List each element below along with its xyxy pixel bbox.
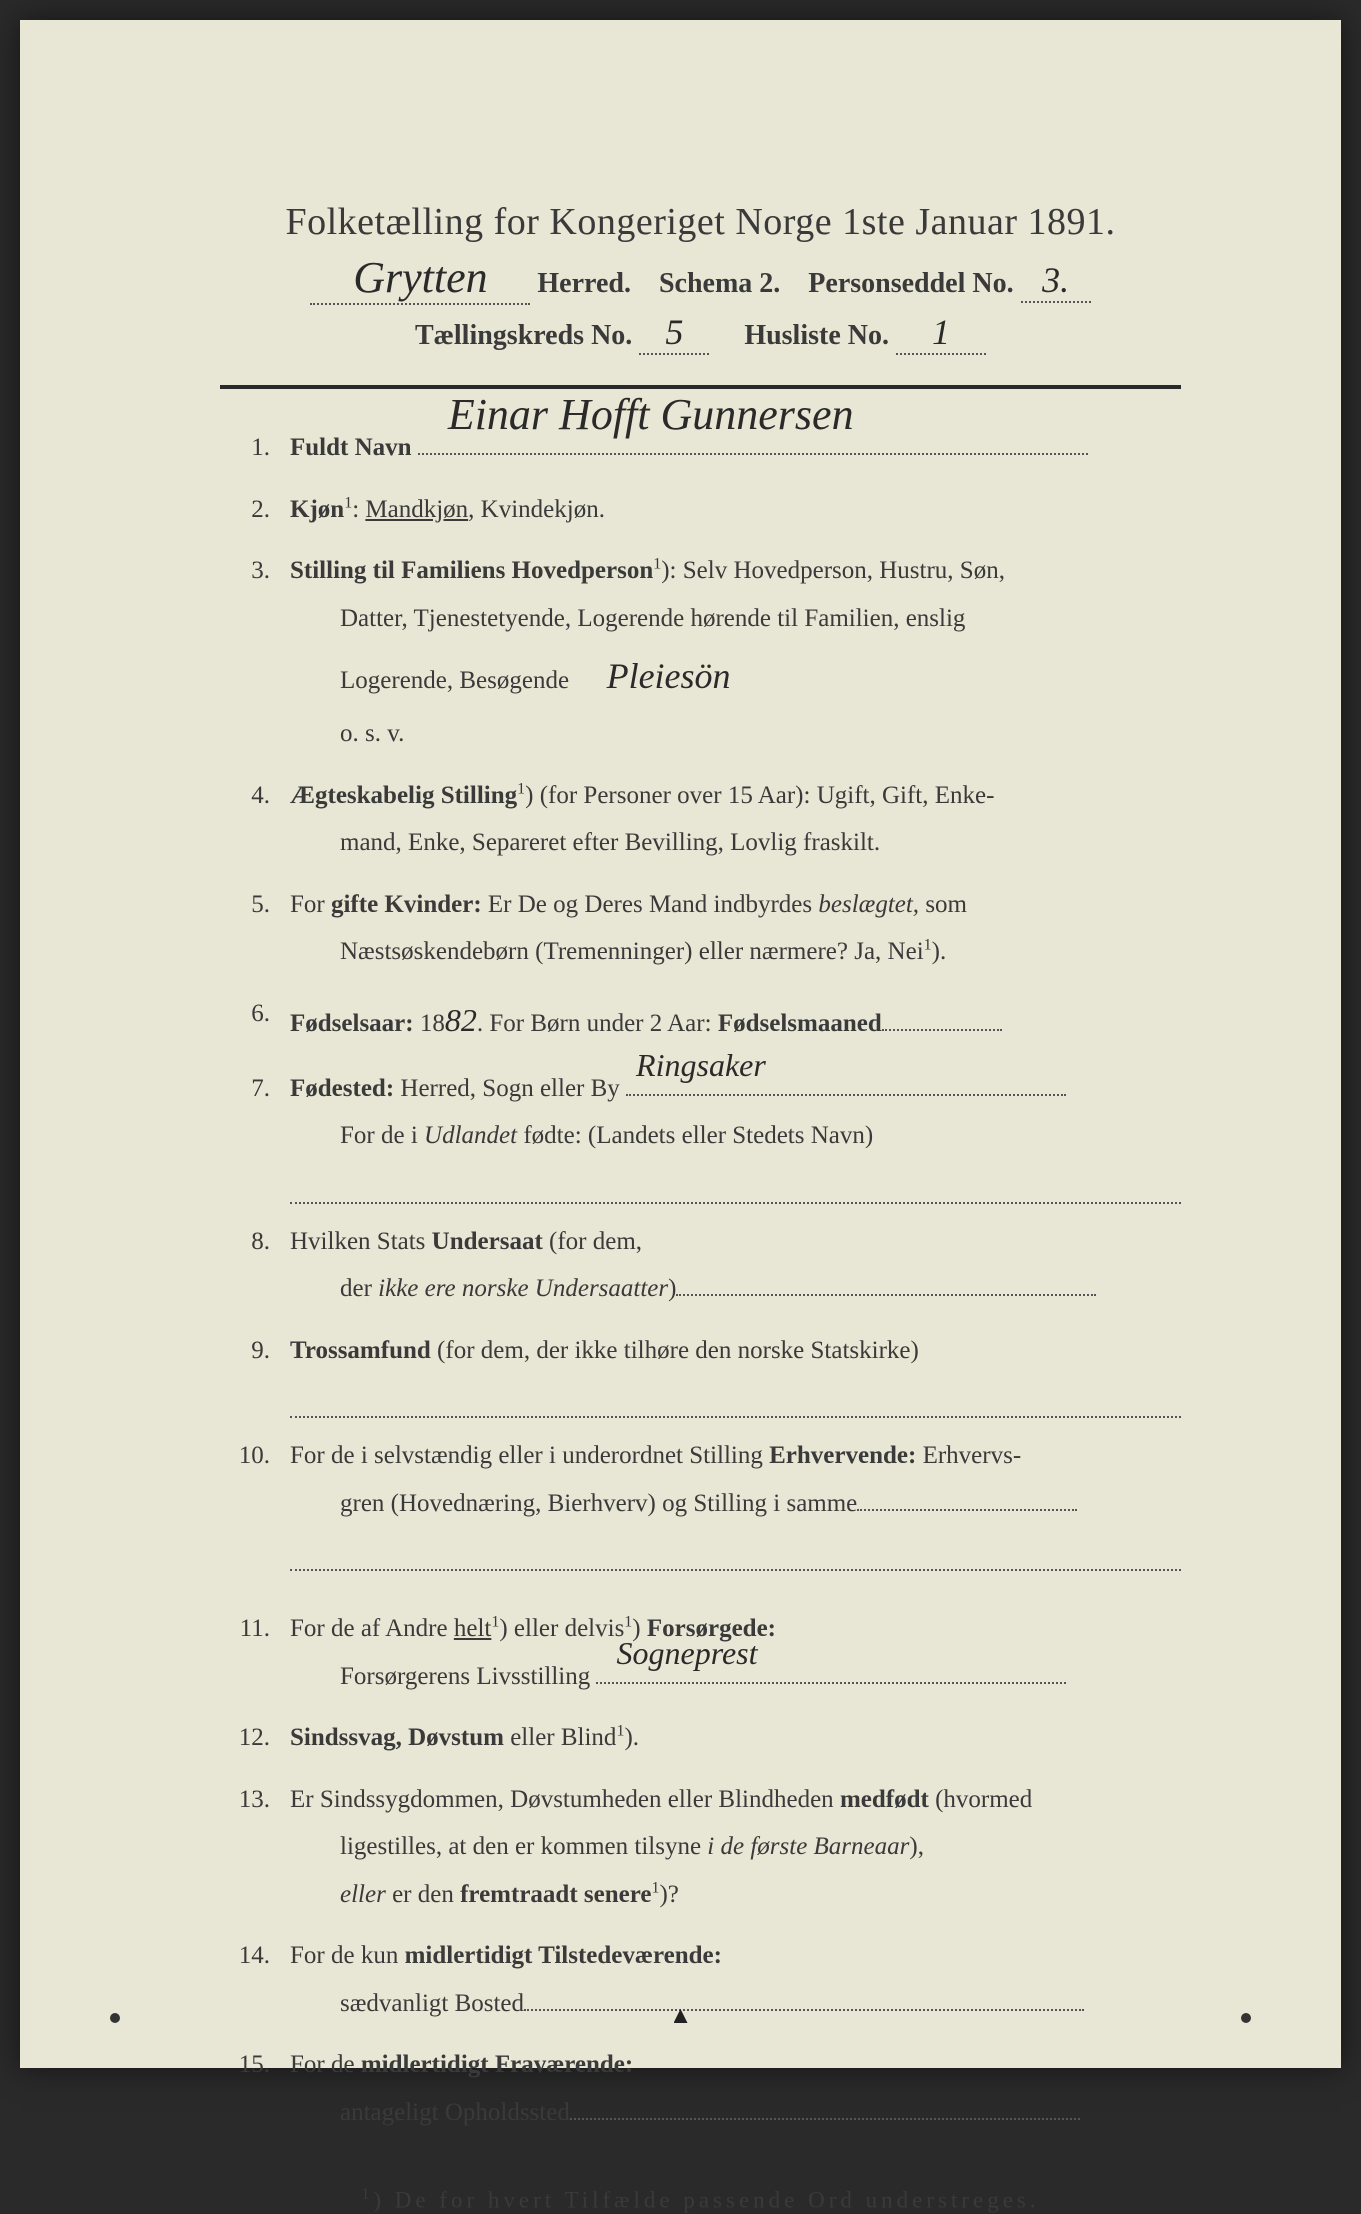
kreds-label: Tællingskreds No. bbox=[415, 320, 632, 351]
label-7: Fødested: bbox=[290, 1075, 394, 1102]
item-2: 2. Kjøn1: Mandkjøn, Kvindekjøn. bbox=[220, 486, 1181, 534]
item-9: 9. Trossamfund (for dem, der ikke tilhør… bbox=[220, 1327, 1181, 1419]
item-14: 14. For de kun midlertidigt Tilstedevære… bbox=[220, 1932, 1181, 2027]
schema-label: Schema 2. bbox=[659, 268, 780, 299]
husliste-label: Husliste No. bbox=[744, 320, 889, 351]
personseddel-label: Personseddel No. bbox=[808, 268, 1013, 299]
pin-icon bbox=[110, 2013, 120, 2023]
value-1: Einar Hofft Gunnersen bbox=[448, 373, 854, 457]
item-15: 15. For de midlertidigt Fraværende: anta… bbox=[220, 2041, 1181, 2136]
label-9: Trossamfund bbox=[290, 1337, 431, 1364]
personseddel-value: 3. bbox=[1042, 259, 1069, 301]
label-2: Kjøn bbox=[290, 496, 344, 523]
item-8: 8. Hvilken Stats Undersaat (for dem, der… bbox=[220, 1218, 1181, 1313]
value-3: Pleiesön bbox=[607, 642, 731, 710]
census-form-page: Folketælling for Kongeriget Norge 1ste J… bbox=[20, 20, 1341, 2068]
page-title: Folketælling for Kongeriget Norge 1ste J… bbox=[220, 200, 1181, 244]
item-1: 1. Fuldt Navn Einar Hofft Gunnersen bbox=[220, 424, 1181, 472]
item-13: 13. Er Sindssygdommen, Døvstumheden elle… bbox=[220, 1776, 1181, 1919]
label-8: Undersaat bbox=[432, 1228, 543, 1255]
item-3: 3. Stilling til Familiens Hovedperson1):… bbox=[220, 547, 1181, 758]
item-12: 12. Sindssvag, Døvstum eller Blind1). bbox=[220, 1714, 1181, 1762]
kreds-value: 5 bbox=[665, 311, 683, 353]
label-4: Ægteskabelig Stilling bbox=[290, 782, 517, 809]
item-5: 5. For gifte Kvinder: Er De og Deres Man… bbox=[220, 881, 1181, 976]
item-10: 10. For de i selvstændig eller i underor… bbox=[220, 1432, 1181, 1571]
label-12: Sindssvag, Døvstum bbox=[290, 1724, 504, 1751]
value-7: Ringsaker bbox=[636, 1035, 766, 1096]
herred-value: Grytten bbox=[353, 252, 487, 303]
label-6: Fødselsaar: bbox=[290, 1010, 414, 1037]
label-1: Fuldt Navn bbox=[290, 434, 412, 461]
label-13: medfødt bbox=[840, 1786, 929, 1813]
form-body: 1. Fuldt Navn Einar Hofft Gunnersen 2. K… bbox=[220, 424, 1181, 2136]
item-11: 11. For de af Andre helt1) eller delvis1… bbox=[220, 1605, 1181, 1700]
label-10: Erhvervende: bbox=[769, 1442, 916, 1469]
value-11: Sogneprest bbox=[616, 1623, 757, 1684]
footnote: 1) De for hvert Tilfælde passende Ord un… bbox=[220, 2186, 1181, 2214]
label-15: midlertidigt Fraværende: bbox=[361, 2051, 633, 2078]
herred-label: Herred. bbox=[537, 268, 631, 299]
pin-icon bbox=[1241, 2013, 1251, 2023]
header-row-1: Grytten Herred. Schema 2. Personseddel N… bbox=[220, 252, 1181, 305]
label-3: Stilling til Familiens Hovedperson bbox=[290, 557, 653, 584]
value-6: 82 bbox=[445, 990, 477, 1051]
item-4: 4. Ægteskabelig Stilling1) (for Personer… bbox=[220, 772, 1181, 867]
label-5: gifte Kvinder: bbox=[331, 891, 482, 918]
husliste-value: 1 bbox=[932, 311, 950, 353]
item-7: 7. Fødested: Herred, Sogn eller By Rings… bbox=[220, 1065, 1181, 1204]
opt-mandkjon: Mandkjøn bbox=[365, 496, 468, 523]
label-14: midlertidigt Tilstedeværende: bbox=[405, 1942, 722, 1969]
header-row-2: Tællingskreds No. 5 Husliste No. 1 bbox=[220, 311, 1181, 355]
opt-kvindekjon: Kvindekjøn. bbox=[481, 496, 605, 523]
